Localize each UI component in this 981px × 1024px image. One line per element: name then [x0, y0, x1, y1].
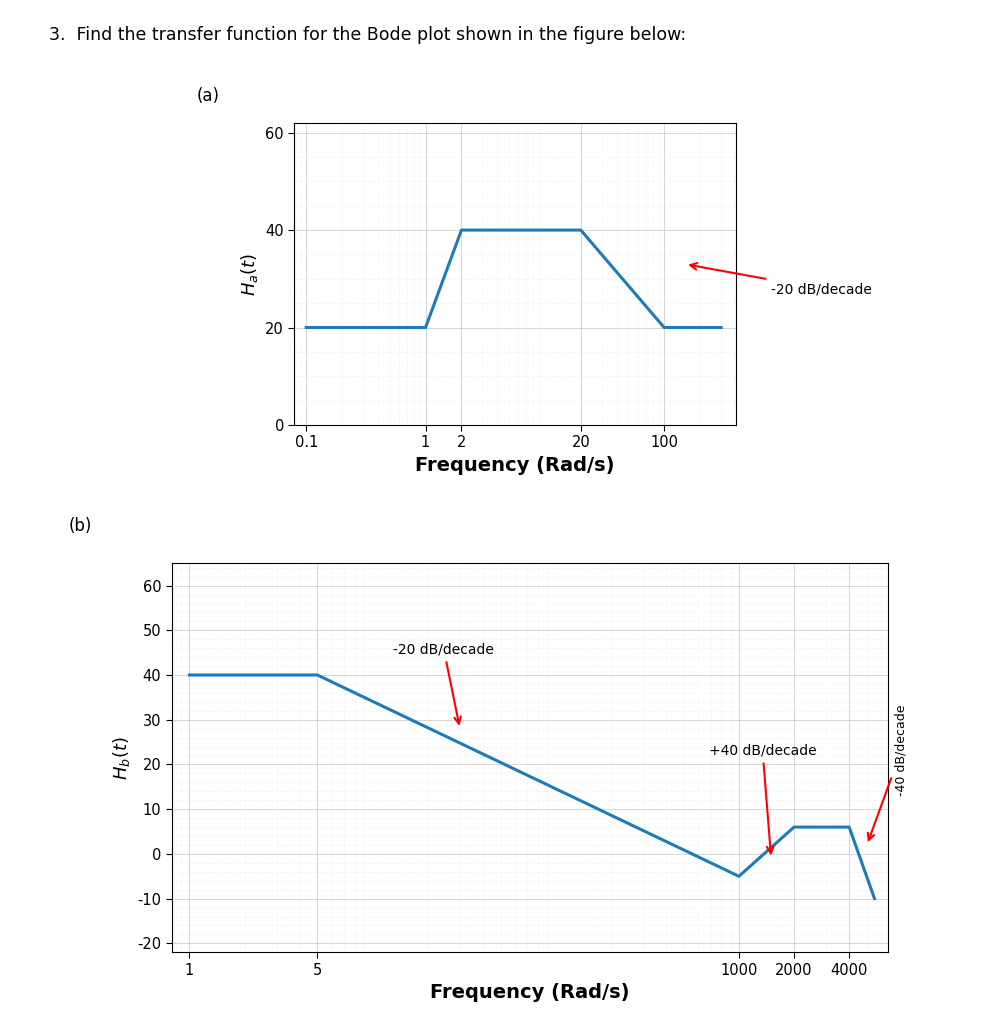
X-axis label: Frequency (Rad/s): Frequency (Rad/s) [430, 983, 630, 1002]
Text: (a): (a) [196, 87, 219, 105]
Y-axis label: $H_a(t)$: $H_a(t)$ [238, 252, 260, 296]
Text: -20 dB/decade: -20 dB/decade [691, 263, 872, 296]
Y-axis label: $H_b(t)$: $H_b(t)$ [111, 736, 131, 779]
Text: (b): (b) [69, 517, 92, 536]
Text: +40 dB/decade: +40 dB/decade [709, 743, 816, 853]
X-axis label: Frequency (Rad/s): Frequency (Rad/s) [415, 456, 615, 475]
Text: -20 dB/decade: -20 dB/decade [393, 643, 494, 724]
Text: -40 dB/decade: -40 dB/decade [868, 705, 908, 840]
Text: 3.  Find the transfer function for the Bode plot shown in the figure below:: 3. Find the transfer function for the Bo… [49, 26, 686, 44]
